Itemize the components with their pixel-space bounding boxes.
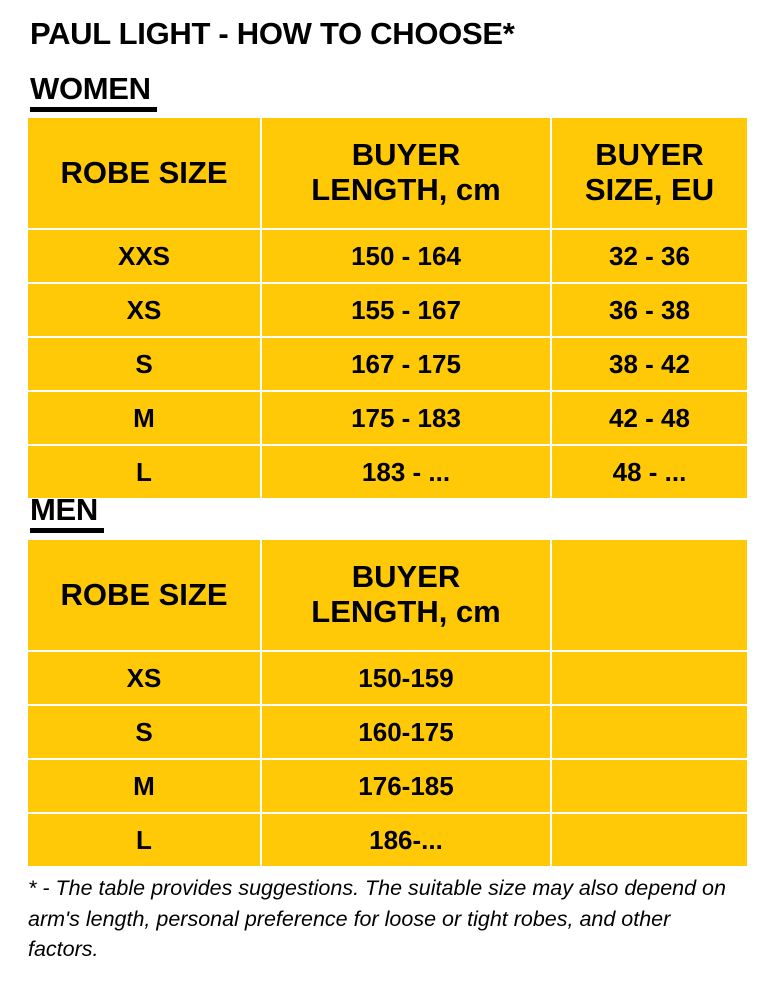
cell-buyer-length: 160-175 xyxy=(262,706,552,760)
cell-buyer-size-eu: 38 - 42 xyxy=(552,338,747,392)
men-size-table: ROBE SIZE BUYER LENGTH, cm XS 150-159 S … xyxy=(28,540,747,866)
table-row: L 186-... xyxy=(28,814,747,866)
women-header-buyer-size-eu-line2: SIZE, EU xyxy=(584,172,715,207)
women-table-head: ROBE SIZE BUYER LENGTH, cm BUYER SIZE, E… xyxy=(28,118,747,230)
table-row: M 175 - 183 42 - 48 xyxy=(28,392,747,446)
cell-robe-size: S xyxy=(28,706,262,760)
table-row: S 160-175 xyxy=(28,706,747,760)
cell-buyer-size-eu: 32 - 36 xyxy=(552,230,747,284)
cell-robe-size: XS xyxy=(28,652,262,706)
table-row: L 183 - ... 48 - ... xyxy=(28,446,747,498)
cell-buyer-length: 175 - 183 xyxy=(262,392,552,446)
men-header-buyer-length-line2: LENGTH, cm xyxy=(311,594,501,629)
cell-robe-size: XS xyxy=(28,284,262,338)
cell-robe-size: M xyxy=(28,760,262,814)
men-table-head: ROBE SIZE BUYER LENGTH, cm xyxy=(28,540,747,652)
women-header-buyer-size-eu-line1: BUYER xyxy=(595,137,704,173)
cell-buyer-size-eu: 36 - 38 xyxy=(552,284,747,338)
table-header-row: ROBE SIZE BUYER LENGTH, cm BUYER SIZE, E… xyxy=(28,118,747,230)
cell-empty xyxy=(552,814,747,866)
page-title: PAUL LIGHT - HOW TO CHOOSE* xyxy=(30,16,515,51)
women-header-buyer-length: BUYER LENGTH, cm xyxy=(262,118,552,230)
table-row: XS 150-159 xyxy=(28,652,747,706)
cell-empty xyxy=(552,652,747,706)
men-header-buyer-length: BUYER LENGTH, cm xyxy=(262,540,552,652)
cell-empty xyxy=(552,760,747,814)
cell-buyer-length: 150 - 164 xyxy=(262,230,552,284)
cell-buyer-length: 150-159 xyxy=(262,652,552,706)
cell-empty xyxy=(552,706,747,760)
cell-buyer-length: 155 - 167 xyxy=(262,284,552,338)
men-header-buyer-length-line1: BUYER xyxy=(351,559,461,595)
table-header-row: ROBE SIZE BUYER LENGTH, cm xyxy=(28,540,747,652)
cell-buyer-length: 183 - ... xyxy=(262,446,552,498)
men-table-body: XS 150-159 S 160-175 M 176-185 L 186-... xyxy=(28,652,747,866)
women-size-table: ROBE SIZE BUYER LENGTH, cm BUYER SIZE, E… xyxy=(28,118,747,498)
men-header-empty xyxy=(552,540,747,652)
cell-robe-size: M xyxy=(28,392,262,446)
men-header-robe-size: ROBE SIZE xyxy=(28,540,262,652)
cell-robe-size: L xyxy=(28,446,262,498)
cell-buyer-length: 167 - 175 xyxy=(262,338,552,392)
section-label-women-text: WOMEN xyxy=(30,72,157,112)
women-header-buyer-length-line1: BUYER xyxy=(351,137,461,173)
cell-robe-size: L xyxy=(28,814,262,866)
cell-robe-size: S xyxy=(28,338,262,392)
table-row: XXS 150 - 164 32 - 36 xyxy=(28,230,747,284)
women-header-buyer-length-line2: LENGTH, cm xyxy=(311,172,501,207)
women-table-body: XXS 150 - 164 32 - 36 XS 155 - 167 36 - … xyxy=(28,230,747,498)
table-row: S 167 - 175 38 - 42 xyxy=(28,338,747,392)
table-row: XS 155 - 167 36 - 38 xyxy=(28,284,747,338)
table-row: M 176-185 xyxy=(28,760,747,814)
footnote-text: * - The table provides suggestions. The … xyxy=(28,876,726,962)
cell-buyer-length: 176-185 xyxy=(262,760,552,814)
section-label-men-text: MEN xyxy=(30,493,104,533)
cell-robe-size: XXS xyxy=(28,230,262,284)
cell-buyer-size-eu: 48 - ... xyxy=(552,446,747,498)
cell-buyer-size-eu: 42 - 48 xyxy=(552,392,747,446)
men-header-robe-size-line1: ROBE SIZE xyxy=(60,576,228,612)
section-label-women: WOMEN xyxy=(30,72,157,112)
cell-buyer-length: 186-... xyxy=(262,814,552,866)
women-header-robe-size-line1: ROBE SIZE xyxy=(60,154,228,190)
women-header-buyer-size-eu: BUYER SIZE, EU xyxy=(552,118,747,230)
women-header-robe-size: ROBE SIZE xyxy=(28,118,262,230)
section-label-men: MEN xyxy=(30,493,104,533)
